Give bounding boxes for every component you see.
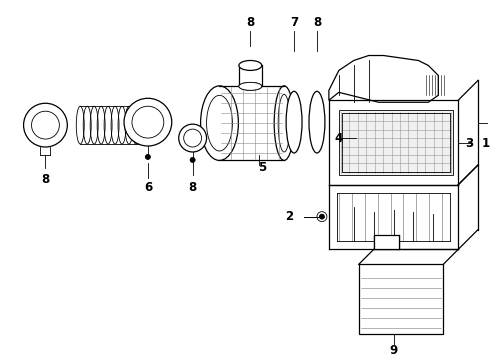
Ellipse shape <box>286 91 302 153</box>
Text: 5: 5 <box>258 161 267 174</box>
Text: 8: 8 <box>246 16 254 29</box>
Ellipse shape <box>76 106 84 144</box>
Circle shape <box>184 129 201 147</box>
Circle shape <box>132 106 164 138</box>
Text: 8: 8 <box>313 16 321 29</box>
Ellipse shape <box>200 86 238 161</box>
Text: 8: 8 <box>189 181 197 194</box>
Ellipse shape <box>309 91 325 153</box>
Circle shape <box>24 103 67 147</box>
Text: 4: 4 <box>335 131 343 145</box>
Polygon shape <box>359 264 443 334</box>
Circle shape <box>31 111 59 139</box>
Ellipse shape <box>239 82 262 90</box>
Circle shape <box>190 157 195 162</box>
Text: 3: 3 <box>465 136 473 149</box>
Text: 8: 8 <box>41 173 49 186</box>
Ellipse shape <box>239 60 262 71</box>
Ellipse shape <box>289 97 299 147</box>
Circle shape <box>352 138 360 146</box>
Circle shape <box>317 212 327 222</box>
Circle shape <box>124 98 172 146</box>
Ellipse shape <box>207 95 232 151</box>
Text: 9: 9 <box>390 345 398 357</box>
Circle shape <box>319 214 324 219</box>
Circle shape <box>179 124 207 152</box>
Ellipse shape <box>312 97 322 147</box>
Polygon shape <box>339 110 453 175</box>
Text: 2: 2 <box>285 210 293 223</box>
Polygon shape <box>374 234 398 249</box>
Text: 1: 1 <box>482 136 490 149</box>
Ellipse shape <box>239 82 262 90</box>
Text: 7: 7 <box>290 16 298 29</box>
Ellipse shape <box>274 86 294 161</box>
Text: 6: 6 <box>144 181 152 194</box>
Circle shape <box>146 154 150 159</box>
Polygon shape <box>329 55 438 102</box>
Ellipse shape <box>278 94 290 152</box>
